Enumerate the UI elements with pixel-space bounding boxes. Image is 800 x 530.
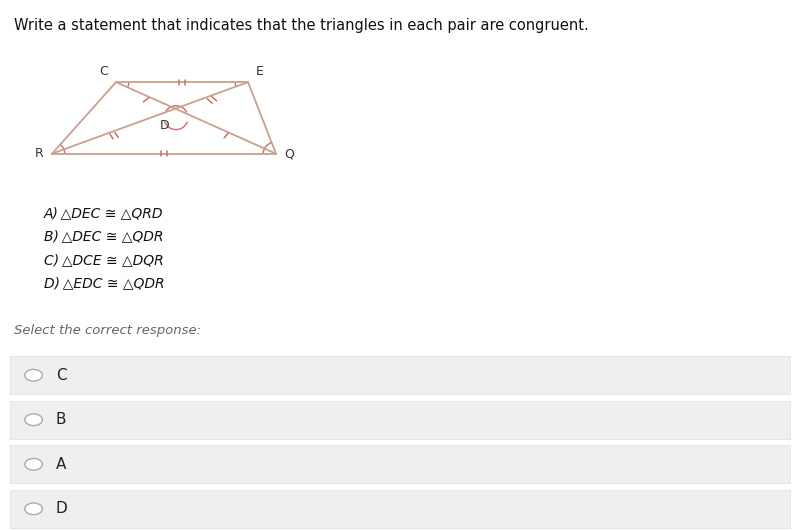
Text: D: D [160,119,170,132]
FancyBboxPatch shape [10,356,790,394]
Text: Q: Q [284,147,294,160]
Text: R: R [35,147,44,160]
Text: C) △DCE ≅ △DQR: C) △DCE ≅ △DQR [44,253,164,267]
Text: E: E [256,65,264,78]
Text: Select the correct response:: Select the correct response: [14,324,202,338]
Text: D: D [56,501,68,516]
Text: C: C [56,368,66,383]
Text: D) △EDC ≅ △QDR: D) △EDC ≅ △QDR [44,276,165,290]
Text: B) △DEC ≅ △QDR: B) △DEC ≅ △QDR [44,229,163,243]
Circle shape [25,458,42,470]
Text: B: B [56,412,66,427]
FancyBboxPatch shape [10,401,790,439]
Text: C: C [99,65,108,78]
FancyBboxPatch shape [10,445,790,483]
Circle shape [25,503,42,515]
Text: A: A [56,457,66,472]
Text: Write a statement that indicates that the triangles in each pair are congruent.: Write a statement that indicates that th… [14,18,589,33]
Circle shape [25,369,42,381]
Circle shape [25,414,42,426]
FancyBboxPatch shape [10,490,790,528]
Text: A) △DEC ≅ △QRD: A) △DEC ≅ △QRD [44,206,163,220]
